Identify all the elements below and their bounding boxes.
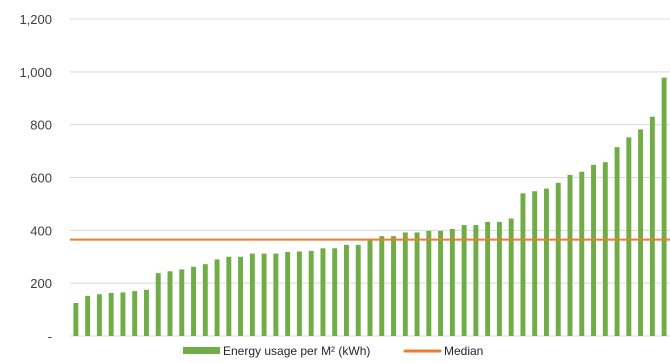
bar [626, 137, 632, 336]
bar [132, 291, 138, 336]
bar [238, 256, 244, 336]
bar [73, 302, 79, 336]
bar [638, 129, 644, 336]
bar [355, 244, 361, 336]
bar [532, 191, 538, 336]
bar [485, 221, 491, 336]
bar [214, 259, 220, 336]
y-tick-label: 600 [30, 171, 52, 186]
bar [414, 232, 420, 336]
bar [496, 221, 502, 336]
bar [438, 230, 444, 336]
bar [591, 164, 596, 336]
bar [179, 269, 185, 336]
bar [649, 116, 655, 337]
bar [661, 77, 667, 337]
bar [614, 147, 620, 336]
bar [308, 250, 314, 336]
bar [402, 232, 408, 336]
bar [108, 292, 114, 336]
bar [344, 244, 349, 336]
legend-label-median: Median [444, 344, 483, 358]
bar [191, 266, 196, 336]
bar [273, 253, 279, 336]
y-axis-labels: - 200 400 600 800 1,000 1,200 [19, 12, 52, 344]
bar [426, 230, 432, 336]
y-tick-label: 400 [30, 223, 52, 238]
bar [379, 236, 385, 336]
y-tick-label: 800 [30, 118, 52, 133]
bar [226, 256, 232, 336]
bar [520, 193, 526, 336]
legend-swatch-energy [183, 347, 220, 354]
legend: Energy usage per M² (kWh) Median [183, 344, 483, 358]
y-tick-label: 1,200 [19, 12, 52, 27]
bar [473, 225, 479, 336]
bar [155, 273, 161, 336]
y-tick-label: 1,000 [19, 65, 52, 80]
bar [579, 171, 585, 336]
bar [167, 271, 173, 336]
bar [249, 253, 255, 336]
bar [261, 253, 267, 336]
bar [461, 225, 467, 336]
bar [332, 248, 338, 336]
bar [567, 174, 573, 336]
bar [202, 264, 208, 336]
legend-label-energy: Energy usage per M² (kWh) [223, 344, 370, 358]
bar [508, 218, 514, 336]
bars [73, 77, 667, 337]
bar [449, 229, 455, 336]
bar [120, 292, 126, 336]
bar [144, 289, 149, 336]
bar [602, 162, 608, 336]
y-tick-label: - [48, 329, 52, 344]
bar [296, 251, 302, 336]
bar [96, 294, 102, 336]
bar [285, 252, 291, 336]
bar [391, 236, 396, 336]
bar [555, 182, 561, 336]
bar [367, 239, 373, 336]
y-tick-label: 200 [30, 276, 52, 291]
bar [85, 295, 91, 336]
bar [544, 188, 549, 336]
bar [320, 248, 326, 336]
